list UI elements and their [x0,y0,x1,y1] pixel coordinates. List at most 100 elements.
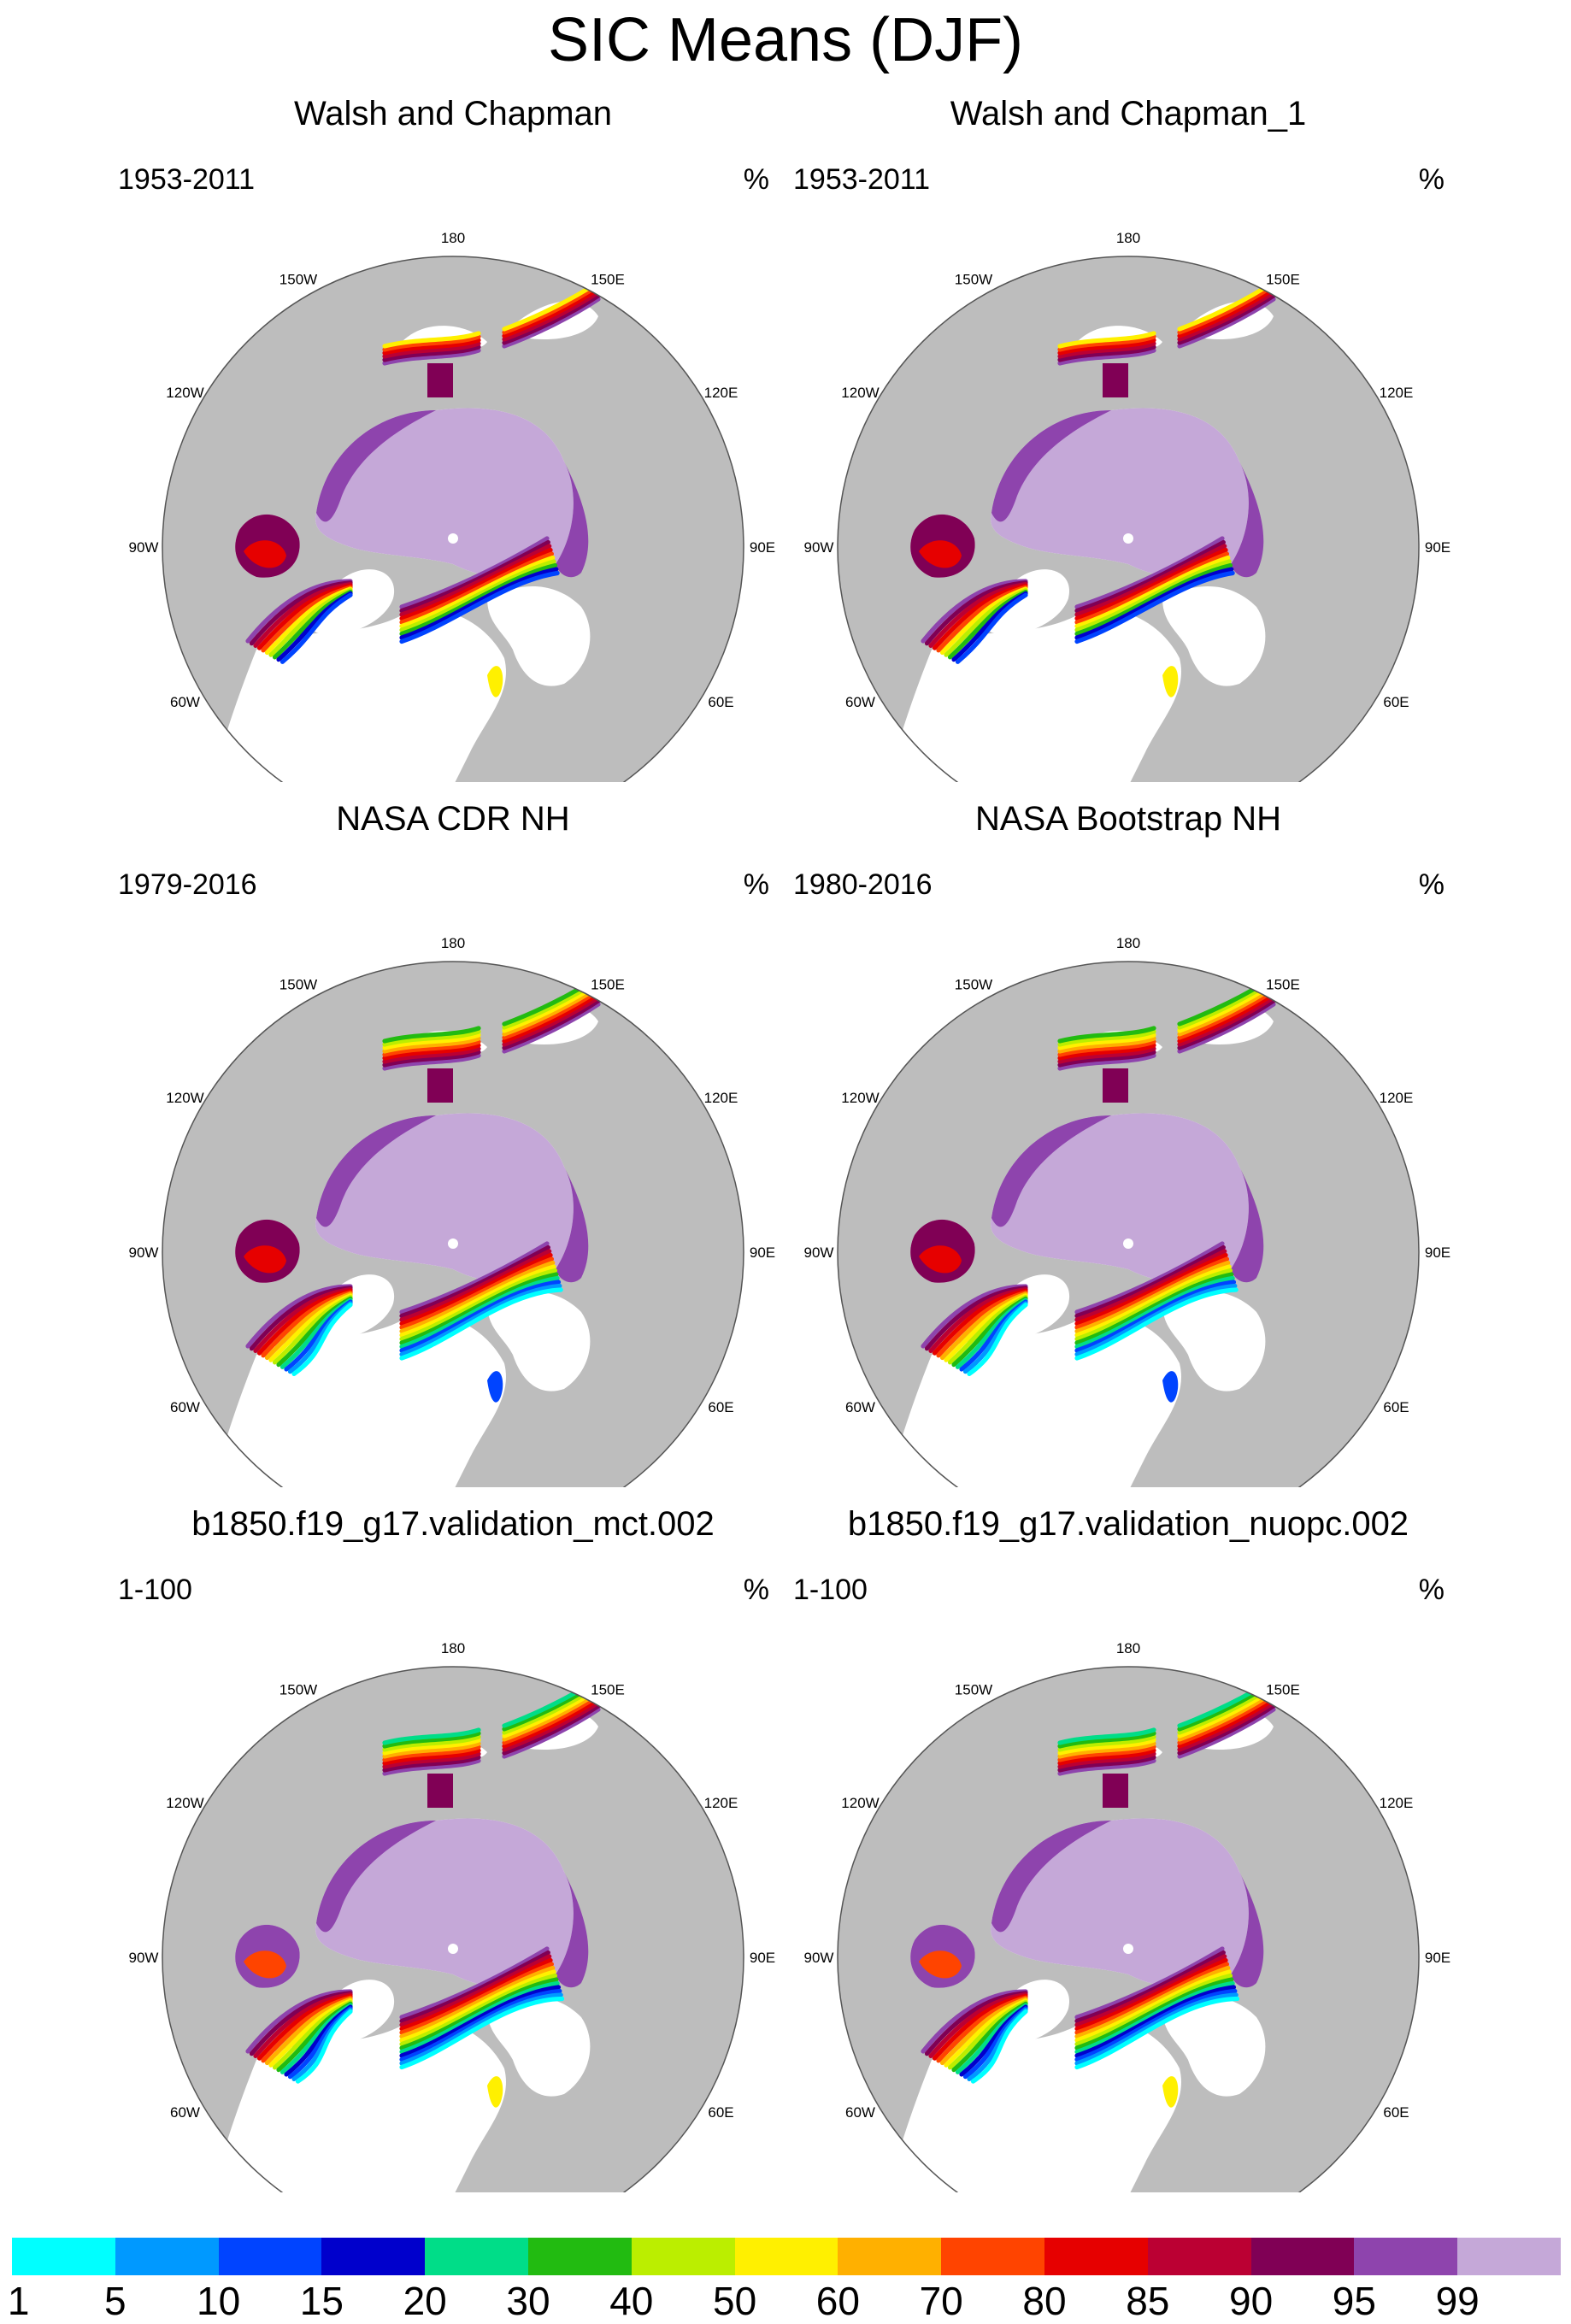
bering-ice-band [1057,1043,1156,1061]
okhotsk-ice-band [1177,297,1276,349]
barents-ice-band [399,1957,553,2032]
longitude-label: 60E [1383,694,1409,710]
ice-bering-strait [427,363,453,397]
barents-ice-band [399,1272,559,1345]
okhotsk-ice-band [1177,991,1276,1044]
longitude-label: 150E [591,976,625,992]
bering-ice-band [382,1043,481,1061]
ice-central-arctic [315,1113,574,1282]
labrador-ice-band [291,1303,353,1376]
okhotsk-ice-band [1177,1693,1276,1745]
okhotsk-ice-band [502,995,601,1047]
okhotsk-ice-band [502,283,601,335]
colorbar-label: 95 [1332,2279,1376,2323]
barents-sea [1162,586,1266,686]
barents-ice-band [399,1287,563,1361]
bering-ice-band [382,1748,481,1766]
ice-baltic [1162,2076,1179,2108]
longitude-label: 60W [845,2104,875,2121]
pole-hole [448,533,458,544]
barents-ice-band [399,1244,550,1319]
okhotsk-ice-band [1177,988,1276,1040]
barents-sea [1162,1291,1266,1391]
panel-title: b1850.f19_g17.validation_nuopc.002 [847,1505,1409,1543]
atlantic-ocean [197,609,506,782]
ice-canadian-archipelago [316,410,436,522]
ice-bering-strait [1103,1774,1128,1808]
colorbar-label: 20 [403,2279,447,2323]
barents-ice-band [399,1965,556,2039]
longitude-label: 120E [1380,1795,1414,1811]
bering-ice-band [1057,1033,1156,1050]
colorbar-label: 99 [1435,2279,1480,2323]
longitude-label: 120E [1380,385,1414,401]
barents-ice-band [1074,1268,1233,1342]
barents-ice-band [399,1252,553,1327]
barents-ice-band [399,547,553,621]
ice-baltic [487,2076,503,2108]
barents-ice-band [1074,1954,1227,2027]
colorbar-label: 70 [919,2279,963,2323]
barents-ice-band [399,555,556,629]
bering-ice-band [1057,1731,1156,1749]
barents-ice-band [1074,1280,1237,1353]
bering-ice-band [382,1731,481,1749]
okhotsk-ice-band [502,1002,601,1054]
bering-ice-band [382,338,481,356]
colorbar-label: 60 [815,2279,860,2323]
polar-map: 180150E120E90E60E30E030W60W90W120W150W [129,935,775,1487]
bering-ice-band [382,1053,481,1071]
bering-ice-band [382,1734,481,1752]
panel-unit: % [1418,163,1444,196]
colorbar-label: 50 [713,2279,757,2323]
barents-ice-band [399,1264,556,1338]
barents-ice-band [1074,544,1227,617]
bering-ice-band [382,331,481,349]
barents-sea [487,1997,591,2097]
bering-ice-band [382,1033,481,1050]
bering-ice-band [382,334,481,352]
colorbar-segment [1457,2238,1562,2275]
pole-hole [448,1238,458,1249]
longitude-label: 60E [1383,2104,1409,2121]
ice-canadian-archipelago [991,1821,1111,1933]
colorbar-label: 5 [104,2279,127,2323]
polar-map: 180150E120E90E60E30E030W60W90W120W150W [804,935,1450,1487]
atlantic-ocean [872,2020,1181,2192]
bering-ice-band [1057,1738,1156,1756]
barents-ice-band [1074,1962,1229,2035]
barents-ice-band [1074,1260,1231,1334]
barents-ice-band [1074,1992,1239,2066]
barents-ice-band [1074,1272,1234,1345]
barents-ice-band [399,1988,562,2062]
labrador-ice-band [295,2009,353,2084]
bering-ice-band [1057,1050,1156,1068]
barents-ice-band [399,1996,565,2070]
colorbar-label: 80 [1022,2279,1067,2323]
okhotsk-ice-band [502,1703,601,1756]
okhotsk-ice-band [502,998,601,1050]
longitude-label: 150W [955,271,992,287]
longitude-label: 120W [166,1795,203,1811]
barents-ice-band [399,1256,554,1330]
barents-ice-band [1074,567,1234,640]
bering-ice-band [1057,1748,1156,1766]
ice-central-arctic [991,408,1249,577]
longitude-label: 180 [1116,230,1140,246]
barents-ice-band [1074,1985,1237,2058]
barents-ice-band [1074,1264,1232,1338]
longitude-label: 150W [955,1681,992,1697]
longitude-label: 120W [841,1795,879,1811]
bering-ice-band [1057,1758,1156,1776]
bering-ice-band [382,1751,481,1769]
barents-ice-band [1074,1957,1228,2032]
barents-ice-band [399,1954,552,2027]
longitude-label: 60E [1383,1399,1409,1415]
longitude-label: 120E [704,1795,738,1811]
okhotsk-ice-band [1177,1697,1276,1749]
map-boundary [162,1666,744,2192]
barents-ice-band [1074,1977,1234,2050]
barents-ice-band [399,551,554,625]
map-panel: 180150E120E90E60E30E030W60W90W120W150WNA… [68,786,838,1487]
pole-hole [1123,1944,1133,1954]
